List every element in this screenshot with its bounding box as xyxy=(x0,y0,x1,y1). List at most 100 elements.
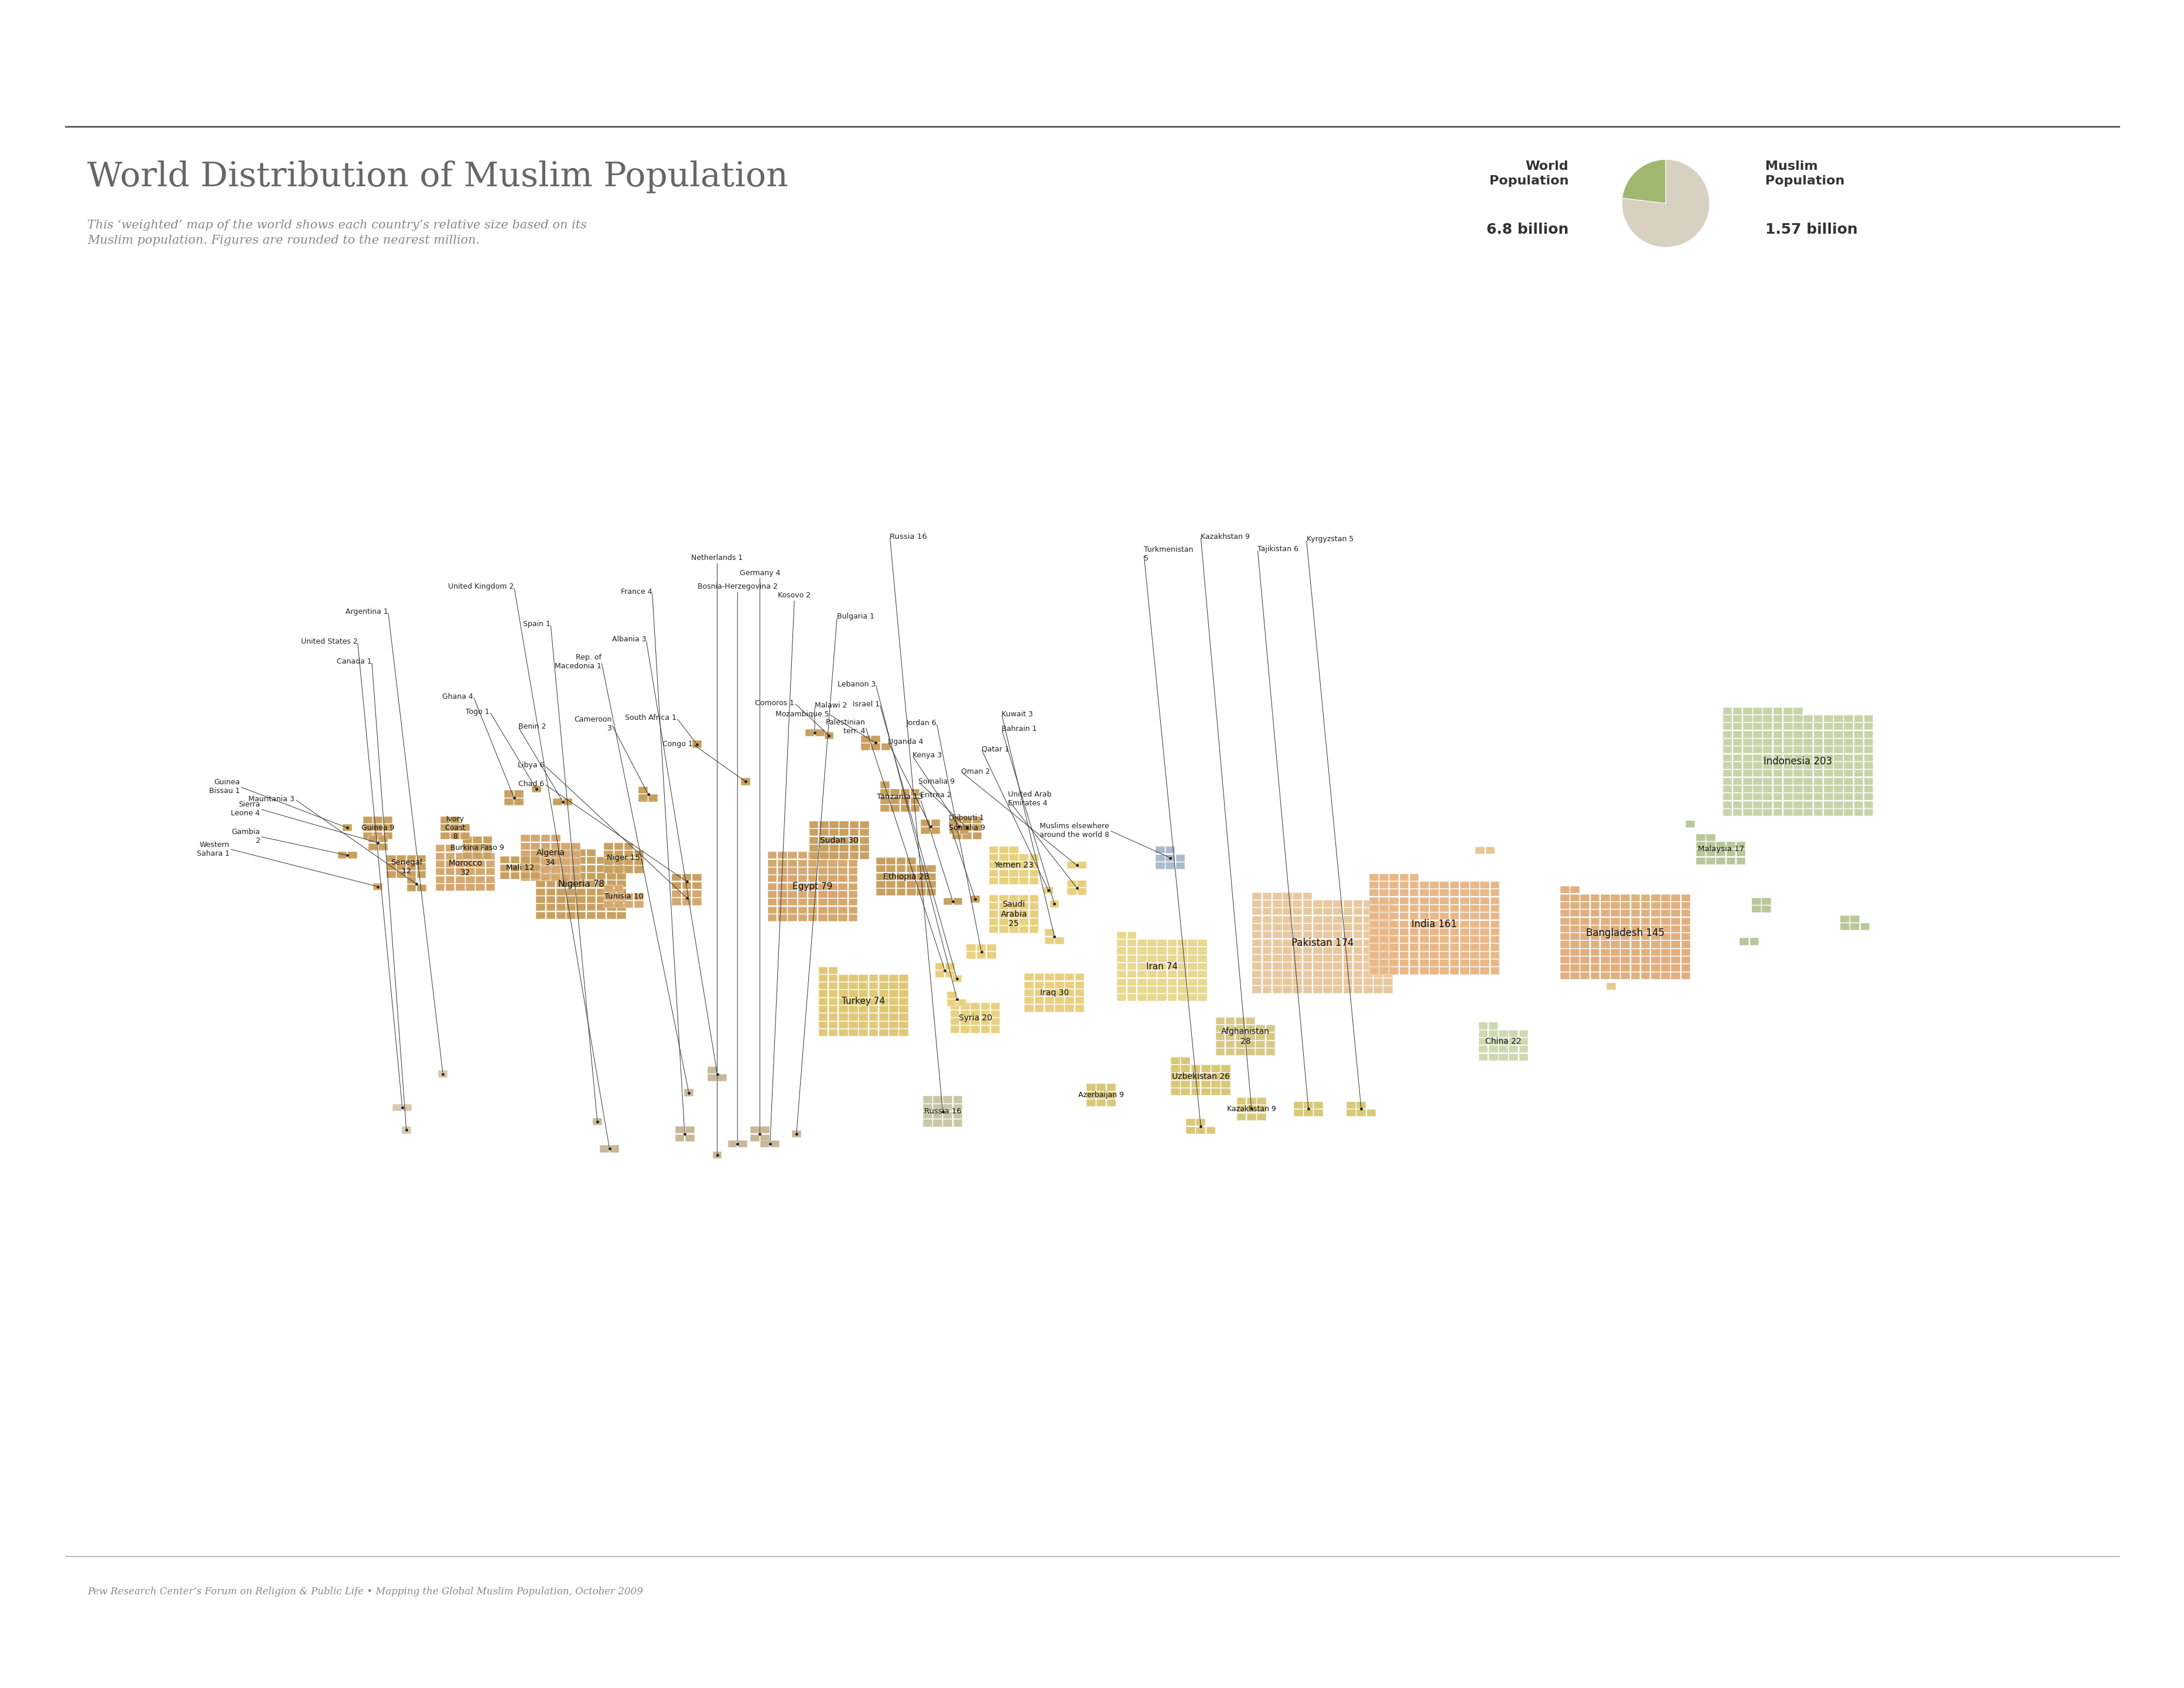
Bar xyxy=(858,1030,867,1036)
Text: Niger 15: Niger 15 xyxy=(607,854,640,861)
Bar xyxy=(1400,881,1409,888)
Bar xyxy=(570,866,581,873)
Bar xyxy=(1450,967,1459,974)
Text: Eritrea 2: Eritrea 2 xyxy=(919,792,952,798)
Bar xyxy=(767,868,778,874)
Bar xyxy=(1343,939,1352,947)
Bar xyxy=(858,982,867,989)
Bar xyxy=(889,1021,898,1028)
Bar xyxy=(1382,917,1393,923)
Bar xyxy=(1354,947,1363,954)
Bar xyxy=(1743,802,1752,809)
Bar xyxy=(625,858,633,866)
Bar xyxy=(847,906,858,913)
Bar xyxy=(828,1013,836,1021)
Bar xyxy=(895,888,906,896)
Bar xyxy=(1686,820,1695,827)
Bar xyxy=(1824,778,1832,785)
Bar xyxy=(1420,896,1428,905)
Bar xyxy=(778,915,786,922)
Bar xyxy=(778,859,786,866)
Bar xyxy=(614,842,622,849)
Bar xyxy=(363,817,371,824)
Bar xyxy=(1651,918,1660,925)
Bar xyxy=(546,864,555,873)
Bar xyxy=(891,797,900,803)
Bar xyxy=(839,991,847,998)
Bar xyxy=(1197,1126,1206,1134)
Bar xyxy=(1354,923,1363,930)
Bar xyxy=(603,901,614,908)
Bar xyxy=(1481,967,1489,974)
Bar xyxy=(1251,986,1262,993)
Bar xyxy=(900,1021,909,1028)
Bar xyxy=(531,785,542,793)
Bar xyxy=(876,881,885,888)
Bar xyxy=(1009,903,1018,910)
Text: Netherlands 1: Netherlands 1 xyxy=(690,554,743,562)
Bar xyxy=(819,829,828,836)
Bar xyxy=(850,991,858,998)
Bar xyxy=(684,1089,692,1096)
Bar xyxy=(952,1104,963,1111)
Bar xyxy=(1590,940,1599,949)
Bar xyxy=(1450,913,1459,920)
Bar xyxy=(1610,910,1618,917)
Bar xyxy=(1354,979,1363,986)
Bar xyxy=(876,873,885,879)
Bar xyxy=(1601,957,1610,964)
Bar xyxy=(1428,967,1439,974)
Bar xyxy=(1610,901,1618,910)
Bar xyxy=(935,971,943,977)
Bar xyxy=(1863,785,1872,792)
Bar xyxy=(531,864,539,871)
Bar xyxy=(681,881,690,890)
Bar xyxy=(373,824,382,832)
Bar xyxy=(1832,785,1843,792)
Bar xyxy=(1773,739,1782,746)
Bar xyxy=(830,852,839,859)
Bar xyxy=(596,888,605,895)
Bar xyxy=(461,824,470,832)
Bar xyxy=(839,1013,847,1021)
Bar xyxy=(961,1009,970,1018)
Text: Kazakhstan 9: Kazakhstan 9 xyxy=(1201,533,1249,540)
Bar xyxy=(1706,849,1714,856)
Bar xyxy=(1409,920,1417,928)
Text: Guinea
Bissau 1: Guinea Bissau 1 xyxy=(210,778,240,795)
Bar xyxy=(860,837,869,844)
Bar xyxy=(535,864,546,873)
Bar xyxy=(1363,917,1372,923)
Bar xyxy=(520,851,531,858)
Bar xyxy=(889,982,898,989)
Bar xyxy=(933,1119,941,1126)
Bar xyxy=(860,820,869,829)
Bar xyxy=(1559,886,1568,893)
Bar xyxy=(1400,913,1409,920)
Bar xyxy=(561,874,570,881)
Bar xyxy=(1186,1119,1195,1126)
Bar xyxy=(1197,962,1208,971)
Bar xyxy=(531,836,539,842)
Bar xyxy=(1559,957,1568,964)
Bar xyxy=(889,1006,898,1013)
Bar xyxy=(1273,971,1282,977)
Bar xyxy=(638,795,646,802)
Bar xyxy=(1481,959,1489,967)
Bar xyxy=(1304,1109,1313,1116)
Bar xyxy=(1717,842,1725,849)
Bar xyxy=(1832,746,1843,753)
Bar xyxy=(1282,932,1291,939)
Bar xyxy=(485,852,496,859)
Bar xyxy=(1166,979,1177,986)
Bar xyxy=(681,898,690,905)
Bar xyxy=(1459,944,1470,950)
Bar xyxy=(1793,755,1802,761)
Bar xyxy=(1732,793,1741,800)
Bar xyxy=(819,820,828,829)
Bar xyxy=(1188,979,1197,986)
Bar xyxy=(1793,716,1802,722)
Bar xyxy=(1221,1074,1230,1080)
Bar xyxy=(1389,874,1398,881)
Bar xyxy=(926,881,935,888)
